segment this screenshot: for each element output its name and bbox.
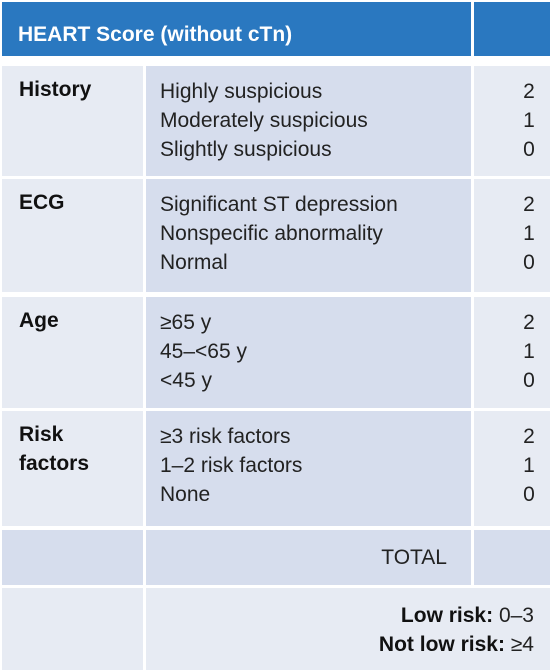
item-label: Normal: [160, 251, 228, 274]
item-label: Moderately suspicious: [160, 109, 368, 132]
item-label: ≥65 y: [160, 311, 212, 334]
history-items: Highly suspicious Moderately suspicious …: [146, 66, 471, 176]
score-value: 0: [523, 483, 535, 506]
low-risk-line: Low risk: 0–3: [379, 601, 534, 630]
risk-row-spacer: [2, 588, 143, 670]
category-history: History: [2, 66, 143, 176]
not-low-risk-line: Not low risk: ≥4: [379, 630, 534, 659]
total-row-spacer: [2, 530, 143, 585]
age-items: ≥65 y 45–<65 y <45 y: [146, 297, 471, 408]
item-label: None: [160, 483, 211, 506]
item-label: Significant ST depression: [160, 193, 398, 216]
item-label: Nonspecific abnormality: [160, 222, 383, 245]
risk-factors-scores: 2 1 0: [474, 411, 550, 526]
category-label: ECG: [19, 191, 65, 214]
risk-interpretation: Low risk: 0–3 Not low risk: ≥4: [146, 588, 550, 670]
score-value: 1: [523, 454, 535, 477]
score-value: 1: [523, 109, 535, 132]
item-label: 1–2 risk factors: [160, 454, 303, 477]
table-header: HEART Score (without cTn): [2, 2, 471, 56]
age-scores: 2 1 0: [474, 297, 550, 408]
item-label: ≥3 risk factors: [160, 425, 291, 448]
not-low-risk-label: Not low risk:: [378, 633, 505, 656]
category-label: Risk factors: [19, 423, 90, 475]
category-age: Age: [2, 297, 143, 408]
total-label: TOTAL: [381, 546, 447, 569]
table-title: HEART Score (without cTn): [18, 23, 293, 46]
total-row: TOTAL: [146, 530, 471, 585]
item-label: Highly suspicious: [160, 80, 323, 103]
low-risk-value: 0–3: [498, 604, 534, 627]
item-label: Slightly suspicious: [160, 138, 332, 161]
score-value: 1: [523, 222, 535, 245]
category-label: Age: [19, 309, 59, 332]
item-label: 45–<65 y: [160, 340, 247, 363]
category-label: History: [19, 78, 92, 101]
score-value: 0: [523, 138, 535, 161]
low-risk-label: Low risk:: [400, 604, 494, 627]
score-value: 2: [523, 311, 535, 334]
score-value: 0: [523, 251, 535, 274]
table-header-score-column: [474, 2, 550, 56]
ecg-scores: 2 1 0: [474, 179, 550, 292]
not-low-risk-value: ≥4: [510, 633, 534, 656]
score-value: 2: [523, 193, 535, 216]
score-value: 2: [523, 425, 535, 448]
item-label: <45 y: [160, 369, 212, 392]
history-scores: 2 1 0: [474, 66, 550, 176]
category-risk-factors: Risk factors: [2, 411, 143, 526]
score-value: 0: [523, 369, 535, 392]
risk-factors-items: ≥3 risk factors 1–2 risk factors None: [146, 411, 471, 526]
total-score-cell: [474, 530, 550, 585]
category-ecg: ECG: [2, 179, 143, 292]
score-value: 2: [523, 80, 535, 103]
score-value: 1: [523, 340, 535, 363]
ecg-items: Significant ST depression Nonspecific ab…: [146, 179, 471, 292]
